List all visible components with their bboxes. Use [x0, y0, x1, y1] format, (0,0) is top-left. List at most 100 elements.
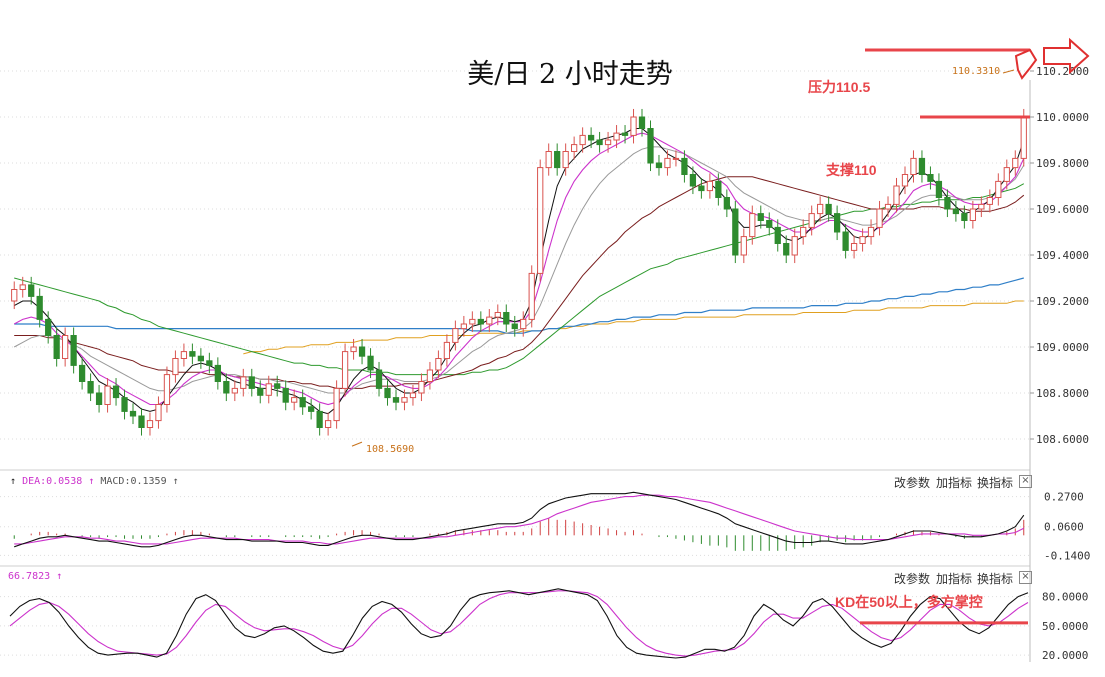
- candle-body: [893, 185, 900, 205]
- candle-body: [53, 335, 60, 359]
- candle-body: [545, 151, 552, 169]
- candle-body: [460, 323, 467, 330]
- macd-switch-indicator-button[interactable]: 换指标: [977, 476, 1014, 490]
- macd-panel: [13, 491, 1025, 551]
- candle-body: [172, 358, 179, 376]
- arrow-up-icon: ↑: [88, 476, 95, 487]
- candle-body: [698, 185, 705, 192]
- candle-body: [367, 355, 374, 371]
- ma-darkred-line: [14, 176, 1025, 389]
- candle-body: [214, 364, 221, 382]
- candle-body: [11, 289, 18, 302]
- candle-body: [129, 410, 137, 417]
- candle-body: [537, 167, 544, 274]
- candle-body: [384, 387, 391, 399]
- candle-body: [961, 213, 968, 222]
- kd-edit-params-button[interactable]: 改参数: [894, 572, 931, 586]
- candle-body: [901, 174, 909, 187]
- kd-tick-label: 20.0000: [1042, 649, 1088, 662]
- kd-switch-indicator-button[interactable]: 换指标: [977, 572, 1014, 586]
- kd-add-indicator-button[interactable]: 加指标: [936, 572, 973, 586]
- y-tick-label: 109.0000: [1036, 341, 1089, 354]
- candle-body: [621, 132, 629, 136]
- candle-body: [918, 157, 926, 175]
- diff-line: [14, 491, 1025, 548]
- high-marker-arrow: [1002, 69, 1015, 74]
- candle-body: [1003, 167, 1010, 182]
- candle-body: [910, 157, 917, 175]
- candle-body: [274, 383, 281, 389]
- candle-body: [613, 132, 620, 141]
- candle-body: [757, 213, 764, 222]
- candle-body: [800, 226, 807, 238]
- y-tick-label: 109.4000: [1036, 249, 1089, 262]
- candle-body: [180, 351, 188, 360]
- candle-body: [681, 157, 688, 175]
- candle-body: [206, 360, 213, 366]
- kd-panel: [9, 588, 1029, 659]
- candle-body: [358, 346, 366, 357]
- candle-body: [732, 208, 739, 256]
- resistance-label: 压力110.5: [808, 79, 871, 95]
- candle-body: [740, 236, 747, 256]
- candle-body: [783, 243, 790, 256]
- y-tick-label: 110.0000: [1036, 111, 1089, 124]
- candle-body: [375, 369, 383, 389]
- macd-edit-params-button[interactable]: 改参数: [894, 476, 931, 490]
- candle-body: [969, 208, 976, 221]
- arrow-up-icon: ↑: [56, 571, 63, 582]
- candle-body: [842, 231, 849, 251]
- ma-green-line: [14, 183, 1025, 376]
- candle-body: [452, 328, 459, 343]
- candle-body: [189, 351, 196, 357]
- candle-body: [19, 284, 26, 290]
- candle-body: [604, 139, 612, 146]
- candle-body: [341, 351, 349, 389]
- candle-body: [706, 180, 714, 192]
- support-label: 支撑110: [826, 162, 877, 178]
- candle-body: [146, 420, 154, 429]
- y-tick-label: 110.2000: [1036, 65, 1089, 78]
- candle-body: [265, 383, 272, 396]
- candle-body: [104, 385, 111, 406]
- candle-body: [723, 197, 730, 210]
- candle-body: [121, 397, 128, 412]
- macd-tick-label: 0.0600: [1044, 521, 1084, 534]
- low-marker-arrow: [351, 441, 363, 447]
- y-tick-label: 109.2000: [1036, 295, 1089, 308]
- candle-body: [579, 134, 586, 146]
- kd-close-icon[interactable]: ×: [1019, 571, 1032, 584]
- candle-body: [240, 376, 247, 389]
- macd-tick-label: 0.2700: [1044, 491, 1084, 504]
- kd-note-label: KD在50以上，多方掌控: [835, 594, 983, 610]
- candle-body: [70, 335, 77, 366]
- macd-tick-label: -0.1400: [1044, 549, 1090, 562]
- candle-body: [554, 151, 561, 169]
- y-tick-label: 109.8000: [1036, 157, 1089, 170]
- candle-body: [426, 369, 434, 382]
- candle-body: [1012, 157, 1019, 169]
- candle-body: [833, 213, 841, 233]
- candle-body: [978, 203, 985, 210]
- ma-gold-line: [243, 300, 1024, 355]
- candle-body: [655, 162, 663, 169]
- y-axis-ticks: 108.6000 108.8000 109.0000 109.2000 109.4000…: [1030, 65, 1090, 662]
- candle-body: [138, 415, 145, 428]
- candle-body: [324, 420, 332, 429]
- macd-add-indicator-button[interactable]: 加指标: [936, 476, 973, 490]
- candle-body: [791, 236, 798, 256]
- candle-body: [78, 364, 86, 382]
- candle-body: [308, 406, 315, 412]
- candle-body: [1020, 116, 1027, 159]
- candle-body: [291, 397, 298, 403]
- macd-close-icon[interactable]: ×: [1019, 475, 1032, 488]
- candle-body: [850, 243, 858, 251]
- candle-body: [859, 236, 866, 245]
- candle-body: [630, 116, 637, 136]
- candle-body: [664, 157, 671, 169]
- dea-line: [14, 494, 1025, 545]
- candle-body: [163, 374, 171, 406]
- candle-body: [350, 346, 357, 353]
- candle-body: [494, 312, 501, 318]
- candle-body: [28, 284, 35, 297]
